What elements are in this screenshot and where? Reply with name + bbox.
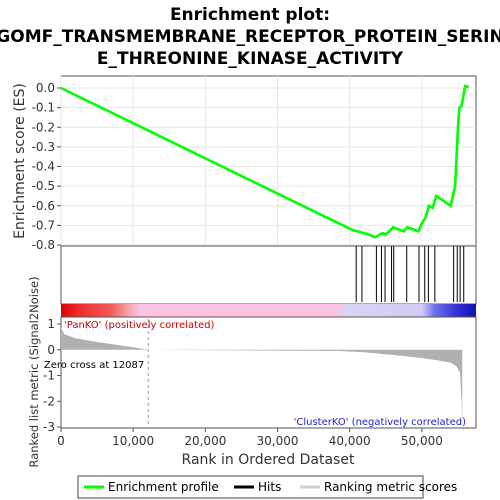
x-axis-label: Rank in Ordered Dataset [182,452,355,468]
es-tick-label: -0.2 [32,120,55,134]
chart-title-line-2: GOMF_TRANSMEMBRANE_RECEPTOR_PROTEIN_SERI… [0,27,500,47]
metric-panel [60,316,477,429]
metric-y-axis-label: Ranked list metric (Signal2Noise) [27,276,41,467]
x-tick-label: 40,000 [329,434,371,448]
es-tick-label: -0.5 [32,179,55,193]
es-tick-label: -0.4 [32,160,55,174]
es-tick-label: -0.3 [32,140,55,154]
es-tick-label: 0.0 [36,81,55,95]
metric-y-ticks: 1 0 -1 -2 -3 [43,317,61,434]
legend-label-enrichment: Enrichment profile [108,480,219,494]
x-tick-label: 50,000 [401,434,443,448]
metric-tick-label: 1 [47,317,55,331]
metric-tick-label: 0 [47,343,55,357]
metric-tick-label: -2 [43,394,55,408]
es-tick-label: -0.6 [32,199,55,213]
legend-label-hits: Hits [258,480,281,494]
chart-title-line-3: E_THREONINE_KINASE_ACTIVITY [97,49,404,69]
es-y-axis-label: Enrichment score (ES) [12,83,28,239]
x-tick-label: 10,000 [112,434,154,448]
es-panel [60,75,477,247]
legend-label-metric: Ranking metric scores [324,480,457,494]
es-grid [60,76,476,246]
hit-markers [355,246,465,302]
positive-correlation-label: 'PanKO' (positively correlated) [64,320,215,331]
es-tick-label: -0.7 [32,218,55,232]
metric-tick-label: -1 [43,369,55,383]
zero-cross-label: Zero cross at 12087 [44,360,144,371]
metric-tick-label: -3 [43,420,55,434]
x-tick-label: 30,000 [257,434,299,448]
es-tick-label: -0.8 [32,238,55,252]
es-tick-label: -0.1 [32,101,55,115]
hits-panel [60,245,477,305]
negative-correlation-label: 'ClusterKO' (negatively correlated) [294,417,466,428]
es-y-ticks: 0.0 -0.1 -0.2 -0.3 -0.4 -0.5 -0.6 -0.7 -0.8 [32,81,61,252]
x-tick-label: 20,000 [184,434,226,448]
rank-color-bar [61,304,476,317]
x-axis-ticks: 0 10,000 20,000 30,000 40,000 50,000 [57,428,443,448]
enrichment-profile-line [60,84,470,239]
x-tick-label: 0 [57,434,65,448]
chart-title-line-1: Enrichment plot: [170,5,330,25]
